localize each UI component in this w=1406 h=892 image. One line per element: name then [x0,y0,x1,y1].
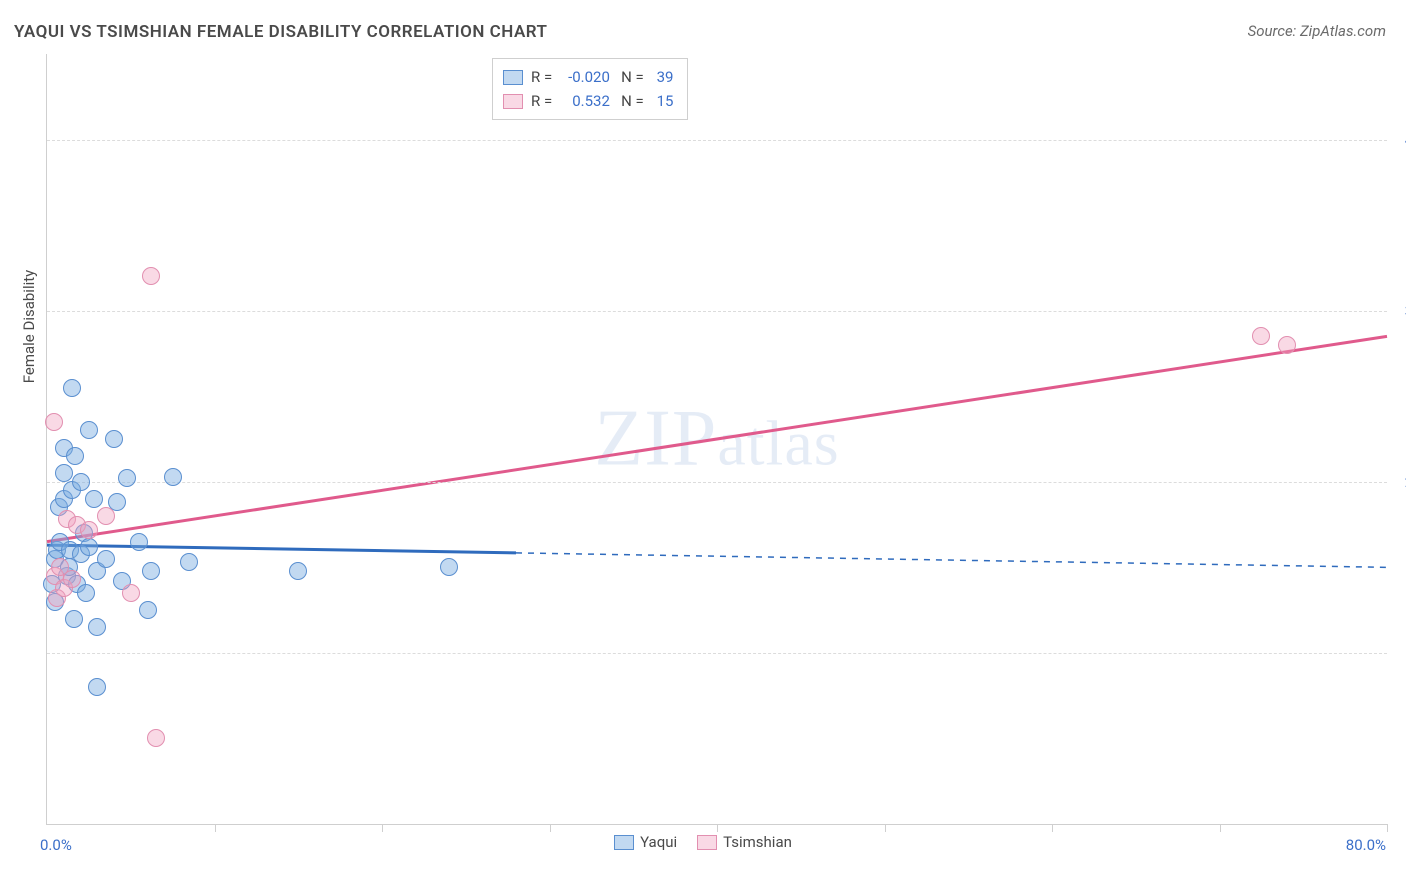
legend-swatch [503,70,523,85]
data-point [55,464,73,482]
x-tick [885,824,886,832]
trend-line-solid [47,545,516,553]
x-tick [550,824,551,832]
trend-line-dashed [516,553,1387,567]
source-label: Source: ZipAtlas.com [1248,22,1386,40]
gridline [47,140,1387,141]
chart-container: YAQUI VS TSIMSHIAN FEMALE DISABILITY COR… [0,0,1406,892]
x-tick [717,824,718,832]
data-point [77,584,95,602]
data-point [147,729,165,747]
data-point [72,473,90,491]
data-point [63,379,81,397]
data-point [97,507,115,525]
x-tick [215,824,216,832]
data-point [88,678,106,696]
x-tick [1052,824,1053,832]
stats-legend: R = -0.020 N = 39R = 0.532 N = 15 [492,58,688,120]
data-point [1252,327,1270,345]
data-point [139,601,157,619]
data-point [180,553,198,571]
legend-row: R = 0.532 N = 15 [503,89,673,113]
data-point [440,558,458,576]
data-point [80,538,98,556]
data-point [80,421,98,439]
legend-row: R = -0.020 N = 39 [503,65,673,89]
x-tick [1387,824,1388,832]
x-tick [382,824,383,832]
legend-swatch [697,835,717,850]
data-point [164,468,182,486]
data-point [63,570,81,588]
data-point [45,413,63,431]
y-axis-title: Female Disability [20,270,38,384]
data-point [1278,336,1296,354]
bottom-legend-item: Tsimshian [697,833,792,851]
data-point [142,562,160,580]
legend-swatch [503,94,523,109]
data-point [85,490,103,508]
gridline [47,482,1387,483]
gridline [47,653,1387,654]
x-tick [1220,824,1221,832]
data-point [88,618,106,636]
bottom-legend-item: Yaqui [614,833,677,851]
data-point [65,610,83,628]
data-point [118,469,136,487]
legend-stats: R = -0.020 N = 39 [531,65,673,89]
legend-label: Yaqui [640,833,677,851]
gridline [47,311,1387,312]
data-point [66,447,84,465]
trend-lines-layer [47,54,1387,824]
data-point [289,562,307,580]
data-point [142,267,160,285]
data-point [130,533,148,551]
data-point [105,430,123,448]
data-point [122,584,140,602]
legend-stats: R = 0.532 N = 15 [531,89,673,113]
bottom-legend: Yaqui Tsimshian [0,833,1406,851]
chart-title: YAQUI VS TSIMSHIAN FEMALE DISABILITY COR… [14,22,548,42]
data-point [97,550,115,568]
data-point [80,521,98,539]
legend-label: Tsimshian [723,833,792,851]
trend-line-solid [47,336,1387,541]
plot-area: ZIPatlas 10.0%20.0%30.0%40.0%R = -0.020 … [46,54,1387,825]
legend-swatch [614,835,634,850]
